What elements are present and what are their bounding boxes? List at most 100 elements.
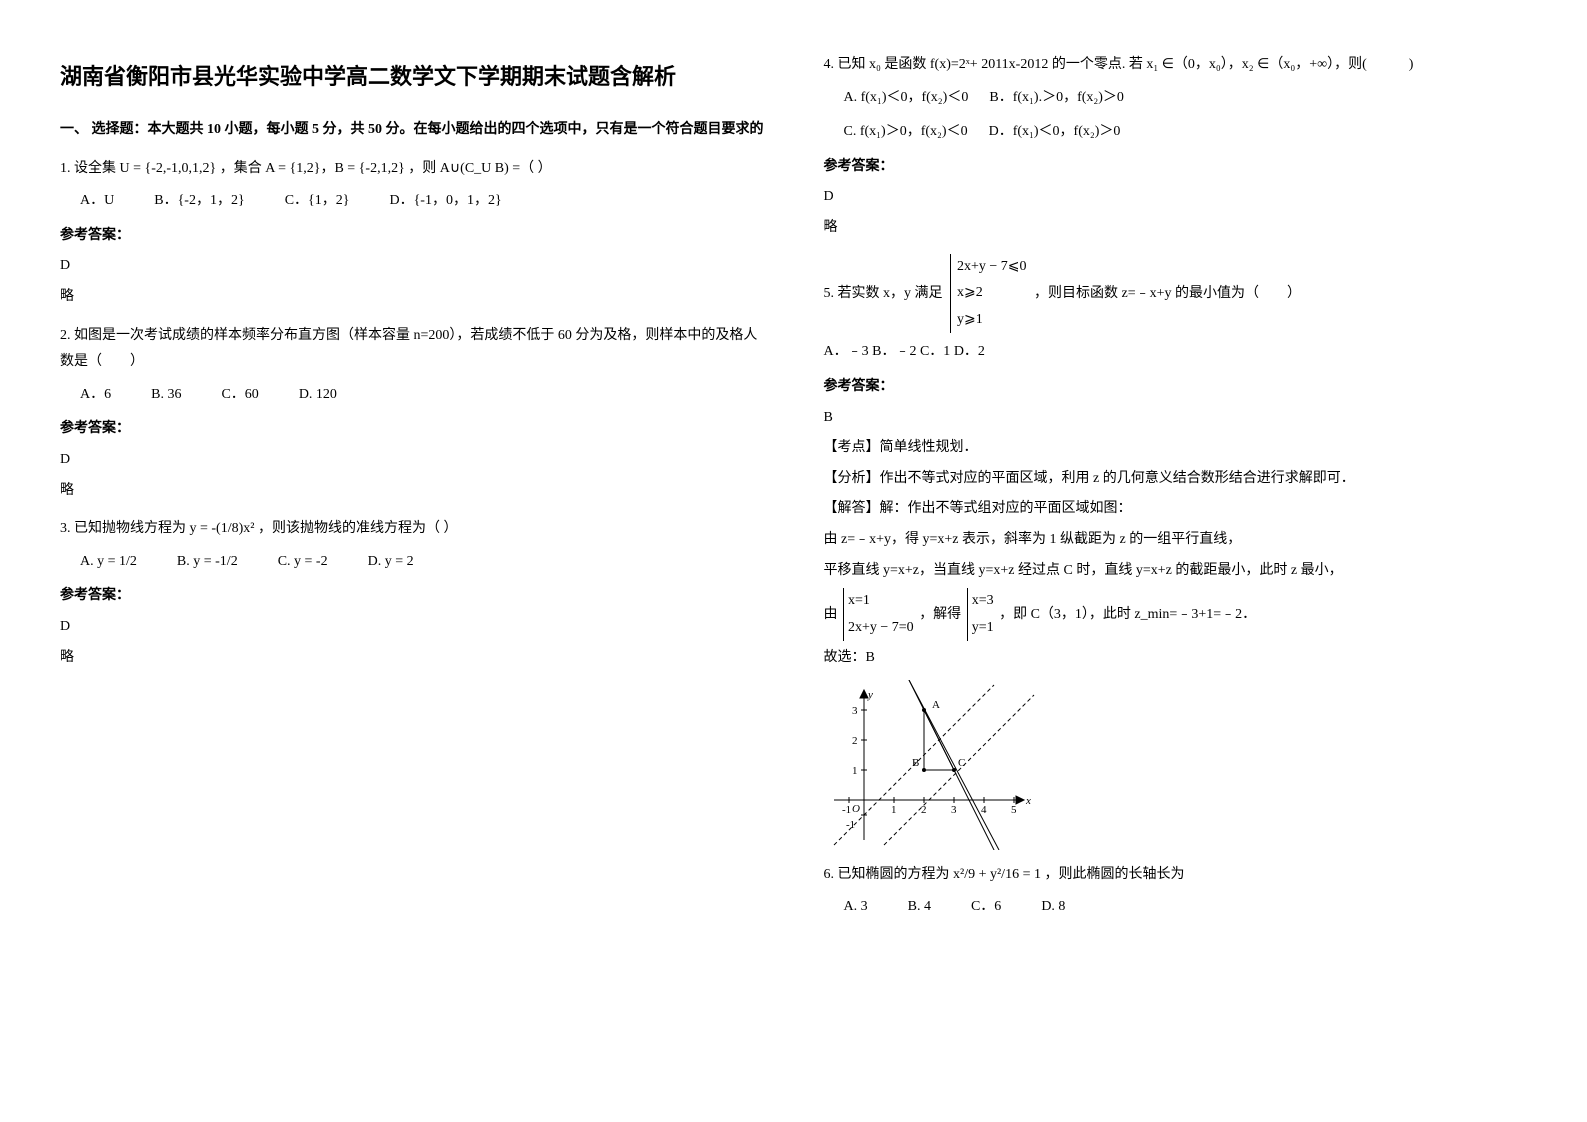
q3-note: 略 bbox=[60, 645, 764, 672]
q3-opt-c: C. y = -2 bbox=[278, 549, 328, 576]
q4-note: 略 bbox=[824, 215, 1528, 242]
question-4: 4. 已知 x₀ 是函数 f(x)=2ˣ+ 2011x-2012 的一个零点. … bbox=[824, 52, 1528, 79]
q5-opt-a: A．﹣3 bbox=[824, 344, 869, 359]
q5-opt-c: C．1 bbox=[920, 344, 950, 359]
q1-stem-c: ，则 bbox=[408, 161, 436, 176]
q2-opt-d: D. 120 bbox=[299, 382, 337, 409]
q3-opt-a: A. y = 1/2 bbox=[80, 549, 137, 576]
q6-opt-b: B. 4 bbox=[908, 894, 931, 921]
q3-options: A. y = 1/2 B. y = -1/2 C. y = -2 D. y = … bbox=[80, 549, 764, 576]
q4-opt-b: B．f(x₁).＞0，f(x₂)＞0 bbox=[989, 90, 1124, 105]
svg-text:5: 5 bbox=[1011, 804, 1017, 816]
q1-expr: A∪(C_U B) bbox=[440, 161, 509, 176]
q6-opt-d: D. 8 bbox=[1041, 894, 1065, 921]
svg-text:1: 1 bbox=[891, 804, 897, 816]
q5-answer: B bbox=[824, 405, 1528, 432]
q1-tail: =（ ） bbox=[512, 161, 551, 176]
q5-jd4-b: ，解得 bbox=[919, 607, 961, 622]
q3-answer-label: 参考答案： bbox=[60, 583, 764, 610]
q5-jd4: 由 x=1 2x+y − 7=0 ，解得 x=3 y=1 ，即 C（3，1），此… bbox=[824, 588, 1528, 641]
diagram-x-label: x bbox=[1025, 795, 1031, 807]
q1-opt-c: C．{1，2} bbox=[285, 188, 350, 215]
q5-stem-a: 5. 若实数 x，y 满足 bbox=[824, 286, 943, 301]
q5-jd4-c: ，即 C（3，1），此时 z_min=﹣3+1=﹣2． bbox=[999, 607, 1256, 622]
diagram-origin-label: O bbox=[852, 803, 860, 815]
q6-stem-a: 6. 已知椭圆的方程为 bbox=[824, 867, 954, 882]
q5-jd4-sys2: 2x+y − 7=0 bbox=[848, 615, 914, 642]
q4-opt-d: D．f(x₁)＜0，f(x₂)＞0 bbox=[989, 124, 1121, 139]
q4-options: A. f(x₁)＜0，f(x₂)＜0 B．f(x₁).＞0，f(x₂)＞0 C.… bbox=[844, 85, 1528, 146]
q2-opt-a: A．6 bbox=[80, 382, 111, 409]
q5-stem-b: ，则目标函数 z=﹣x+y 的最小值为（ ） bbox=[1034, 286, 1301, 301]
q1-set-u: U = {-2,-1,0,1,2} bbox=[120, 161, 217, 176]
q2-opt-c: C．60 bbox=[221, 382, 258, 409]
q5-jd3: 平移直线 y=x+z，当直线 y=x+z 经过点 C 时，直线 y=x+z 的截… bbox=[824, 558, 1528, 585]
q4-opt-a: A. f(x₁)＜0，f(x₂)＜0 bbox=[844, 90, 969, 105]
q4-opt-c: C. f(x₁)＞0，f(x₂)＜0 bbox=[844, 124, 968, 139]
q5-kd: 【考点】简单线性规划． bbox=[824, 435, 1528, 462]
q5-jd4-sys3: x=3 bbox=[972, 588, 994, 615]
q5-sys1: 2x+y − 7⩽0 bbox=[957, 254, 1027, 281]
q5-sys2: x⩾2 bbox=[957, 280, 1027, 307]
svg-text:-1: -1 bbox=[846, 819, 855, 831]
diagram-b-label: B bbox=[912, 757, 919, 769]
q5-answer-label: 参考答案： bbox=[824, 374, 1528, 401]
q1-stem-b: ，集合 bbox=[220, 161, 262, 176]
question-3: 3. 已知抛物线方程为 y = -(1/8)x² ，则该抛物线的准线方程为（ ） bbox=[60, 516, 764, 543]
q1-stem-a: 1. 设全集 bbox=[60, 161, 116, 176]
q5-jd4-sys4: y=1 bbox=[972, 615, 994, 642]
diagram-y-label: y bbox=[867, 689, 873, 701]
q6-eq: x²/9 + y²/16 = 1 bbox=[953, 867, 1041, 882]
q3-opt-b: B. y = -1/2 bbox=[177, 549, 238, 576]
q1-answer: D bbox=[60, 253, 764, 280]
q2-options: A．6 B. 36 C．60 D. 120 bbox=[80, 382, 764, 409]
q3-opt-d: D. y = 2 bbox=[368, 549, 414, 576]
svg-text:3: 3 bbox=[951, 804, 957, 816]
q5-options: A．﹣3 B．﹣2 C．1 D．2 bbox=[824, 339, 1528, 366]
q5-jd2: 由 z=﹣x+y，得 y=x+z 表示，斜率为 1 纵截距为 z 的一组平行直线… bbox=[824, 527, 1528, 554]
diagram-c-label: C bbox=[958, 757, 965, 769]
q5-jd5: 故选：B bbox=[824, 645, 1528, 672]
svg-text:2: 2 bbox=[852, 735, 858, 747]
question-2: 2. 如图是一次考试成绩的样本频率分布直方图（样本容量 n=200），若成绩不低… bbox=[60, 323, 764, 376]
svg-text:1: 1 bbox=[852, 765, 858, 777]
q4-answer-label: 参考答案： bbox=[824, 154, 1528, 181]
section-heading: 一、 选择题：本大题共 10 小题，每小题 5 分，共 50 分。在每小题给出的… bbox=[60, 117, 764, 144]
q6-opt-c: C．6 bbox=[971, 894, 1001, 921]
q5-opt-b: B．﹣2 bbox=[872, 344, 916, 359]
q3-answer: D bbox=[60, 614, 764, 641]
q1-opt-a: A．U bbox=[80, 188, 114, 215]
q5-sys3: y⩾1 bbox=[957, 307, 1027, 334]
svg-text:3: 3 bbox=[852, 705, 858, 717]
q3-stem-b: ，则该抛物线的准线方程为（ ） bbox=[258, 521, 458, 536]
left-column: 湖南省衡阳市县光华实验中学高二数学文下学期期末试题含解析 一、 选择题：本大题共… bbox=[60, 40, 764, 927]
q2-note: 略 bbox=[60, 478, 764, 505]
q5-fx: 【分析】作出不等式对应的平面区域，利用 z 的几何意义结合数形结合进行求解即可． bbox=[824, 466, 1528, 493]
diagram-a-label: A bbox=[932, 699, 940, 711]
q6-options: A. 3 B. 4 C．6 D. 8 bbox=[844, 894, 1528, 921]
q1-opt-b: B．{-2，1，2} bbox=[154, 188, 244, 215]
q2-answer: D bbox=[60, 447, 764, 474]
q1-set-ab: A = {1,2}，B = {-2,1,2} bbox=[265, 161, 405, 176]
q2-answer-label: 参考答案： bbox=[60, 416, 764, 443]
q4-answer: D bbox=[824, 184, 1528, 211]
svg-text:2: 2 bbox=[921, 804, 927, 816]
svg-text:4: 4 bbox=[981, 804, 987, 816]
q3-eq: y = -(1/8)x² bbox=[190, 521, 255, 536]
q5-jd4-sys1: x=1 bbox=[848, 588, 914, 615]
q5-jd1: 【解答】解：作出不等式组对应的平面区域如图： bbox=[824, 496, 1528, 523]
svg-text:-1: -1 bbox=[842, 804, 851, 816]
q6-opt-a: A. 3 bbox=[844, 894, 868, 921]
q1-note: 略 bbox=[60, 284, 764, 311]
q5-jd4-a: 由 bbox=[824, 607, 838, 622]
q2-opt-b: B. 36 bbox=[151, 382, 181, 409]
q1-answer-label: 参考答案： bbox=[60, 223, 764, 250]
q5-diagram: y x O A B C 1 2 3 4 5 -1 1 2 3 -1 bbox=[824, 680, 1044, 850]
q5-opt-d: D．2 bbox=[954, 344, 985, 359]
right-column: 4. 已知 x₀ 是函数 f(x)=2ˣ+ 2011x-2012 的一个零点. … bbox=[824, 40, 1528, 927]
question-5: 5. 若实数 x，y 满足 2x+y − 7⩽0 x⩾2 y⩾1 ，则目标函数 … bbox=[824, 254, 1528, 334]
q3-stem-a: 3. 已知抛物线方程为 bbox=[60, 521, 190, 536]
q6-stem-b: ，则此椭圆的长轴长为 bbox=[1044, 867, 1184, 882]
page-title: 湖南省衡阳市县光华实验中学高二数学文下学期期末试题含解析 bbox=[60, 60, 764, 93]
question-1: 1. 设全集 U = {-2,-1,0,1,2} ，集合 A = {1,2}，B… bbox=[60, 156, 764, 183]
